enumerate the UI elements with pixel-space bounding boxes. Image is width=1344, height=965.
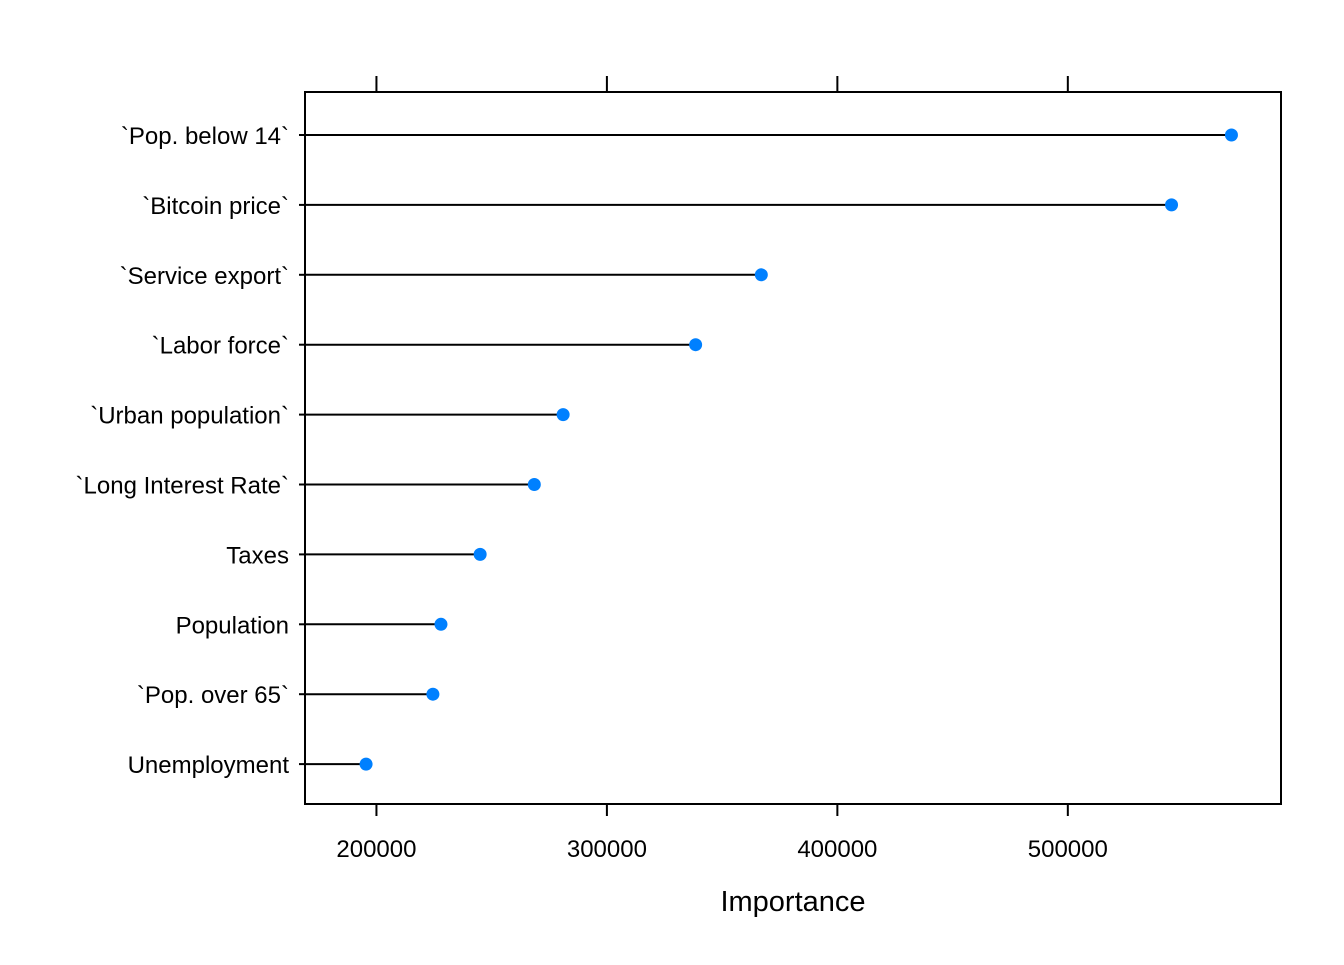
x-tick-label: 500000	[1028, 836, 1108, 863]
category-label: `Urban population`	[90, 403, 289, 430]
category-label: `Bitcoin price`	[142, 193, 289, 220]
data-point	[1165, 198, 1179, 212]
data-point	[359, 757, 373, 771]
x-tick-label: 400000	[797, 836, 877, 863]
x-axis-title: Importance	[720, 886, 865, 918]
category-label: Unemployment	[128, 752, 290, 779]
category-label: `Long Interest Rate`	[76, 473, 289, 500]
category-label: Population	[176, 612, 289, 639]
leader-lines	[305, 134, 1232, 766]
category-label: `Labor force`	[152, 333, 289, 360]
data-point	[754, 268, 768, 282]
data-point	[527, 478, 541, 491]
x-tick-label: 200000	[336, 836, 416, 863]
data-point	[434, 617, 448, 631]
x-tick-label: 300000	[567, 836, 647, 863]
data-point	[556, 408, 570, 422]
data-points	[359, 128, 1238, 771]
category-label: `Pop. below 14`	[121, 123, 289, 150]
data-point	[1224, 128, 1238, 142]
category-label: `Pop. over 65`	[137, 682, 289, 709]
category-labels: `Pop. below 14` `Bitcoin price` `Service e…	[76, 123, 290, 779]
x-tick-labels: 200000 300000 400000 500000	[336, 836, 1107, 863]
category-label: Taxes	[226, 542, 289, 569]
data-point	[473, 547, 487, 561]
data-point	[689, 338, 703, 352]
category-label: `Service export`	[120, 263, 289, 290]
plot-frame	[304, 91, 1282, 805]
axis-ticks	[299, 76, 1069, 816]
data-point	[426, 687, 440, 701]
